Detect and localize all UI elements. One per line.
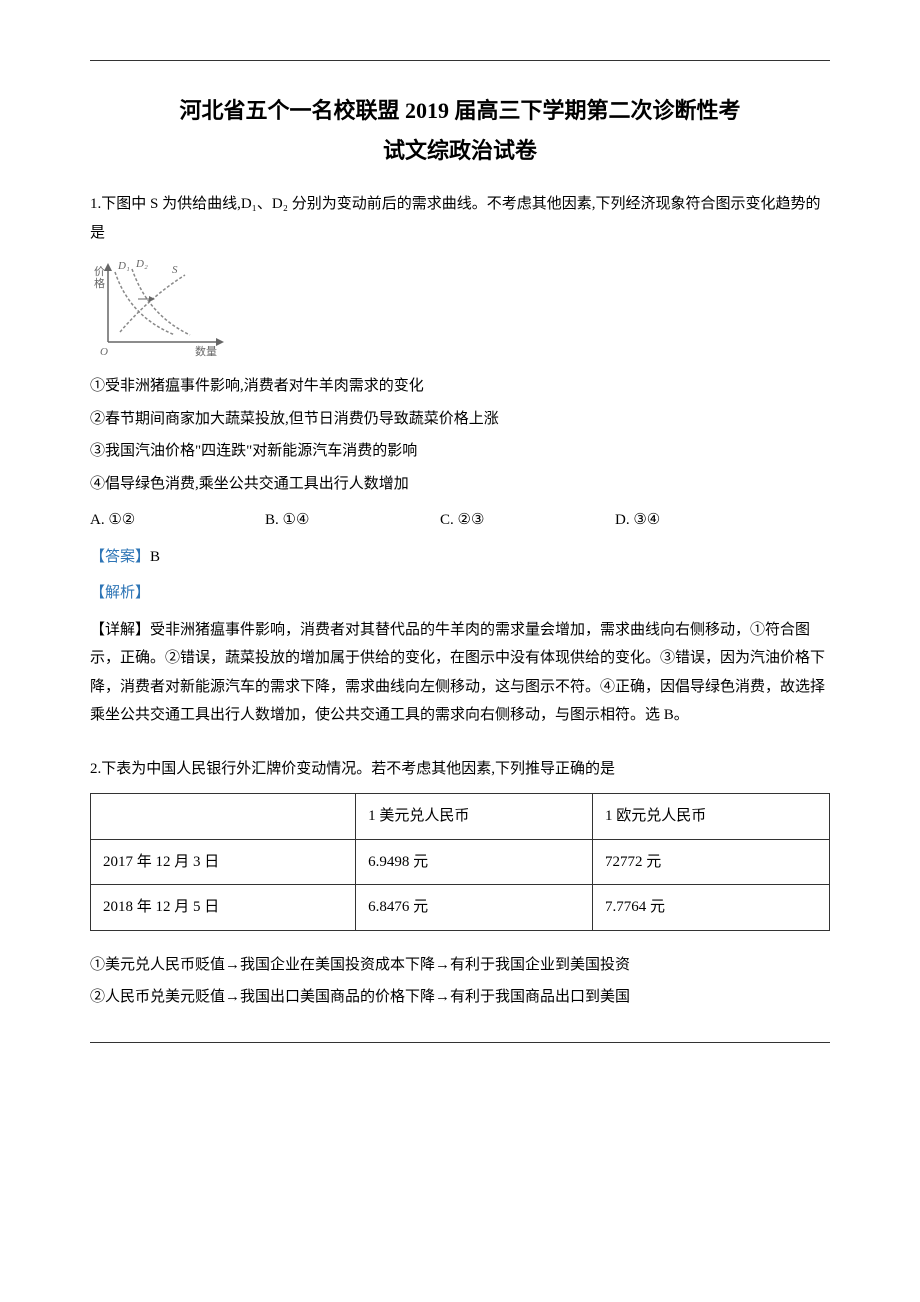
bottom-divider	[90, 1042, 830, 1043]
q1-analysis-label: 【解析】	[90, 579, 830, 608]
q1-option-a: A. ①②	[90, 506, 265, 535]
q2-sub-1: ①美元兑人民币贬值→我国企业在美国投资成本下降→有利于我国企业到美国投资	[90, 951, 830, 980]
q1-explanation: 【详解】受非洲猪瘟事件影响，消费者对其替代品的牛羊肉的需求量会增加，需求曲线向右…	[90, 616, 830, 730]
q1-option-d: D. ③④	[615, 506, 790, 535]
q1-option-c: C. ②③	[440, 506, 615, 535]
table-header-cell-0	[91, 794, 356, 840]
q1-sub-2: ②春节期间商家加大蔬菜投放,但节日消费仍导致蔬菜价格上涨	[90, 405, 830, 434]
svg-text:D₂: D₂	[135, 258, 148, 270]
exchange-rate-table: 1 美元兑人民币 1 欧元兑人民币 2017 年 12 月 3 日 6.9498…	[90, 793, 830, 931]
q1-answer: 【答案】B	[90, 543, 830, 572]
answer-value: B	[150, 549, 160, 565]
table-header-cell-1: 1 美元兑人民币	[356, 794, 593, 840]
title-line-2: 试文综政治试卷	[90, 131, 830, 171]
table-header-row: 1 美元兑人民币 1 欧元兑人民币	[91, 794, 830, 840]
q2-sub-2: ②人民币兑美元贬值→我国出口美国商品的价格下降→有利于我国商品出口到美国	[90, 983, 830, 1012]
table-header-cell-2: 1 欧元兑人民币	[593, 794, 830, 840]
svg-text:格: 格	[94, 276, 105, 290]
q2-stem: 2.下表为中国人民银行外汇牌价变动情况。若不考虑其他因素,下列推导正确的是	[90, 755, 830, 784]
q1-sub-4: ④倡导绿色消费,乘坐公共交通工具出行人数增加	[90, 470, 830, 499]
table-cell: 6.9498 元	[356, 839, 593, 885]
table-cell: 2018 年 12 月 5 日	[91, 885, 356, 931]
document-title: 河北省五个一名校联盟 2019 届高三下学期第二次诊断性考 试文综政治试卷	[90, 91, 830, 170]
question-1: 1.下图中 S 为供给曲线,D₁、D₂ 分别为变动前后的需求曲线。不考虑其他因素…	[90, 190, 830, 730]
svg-text:数量: 数量	[195, 345, 217, 358]
q1-stem: 1.下图中 S 为供给曲线,D₁、D₂ 分别为变动前后的需求曲线。不考虑其他因素…	[90, 190, 830, 247]
table-cell: 7.7764 元	[593, 885, 830, 931]
table-cell: 2017 年 12 月 3 日	[91, 839, 356, 885]
title-line-1: 河北省五个一名校联盟 2019 届高三下学期第二次诊断性考	[90, 91, 830, 131]
answer-label-text: 【答案】	[90, 549, 150, 565]
q1-sub-1: ①受非洲猪瘟事件影响,消费者对牛羊肉需求的变化	[90, 372, 830, 401]
q1-sub-3: ③我国汽油价格"四连跌"对新能源汽车消费的影响	[90, 437, 830, 466]
svg-text:S: S	[172, 264, 178, 276]
q1-option-b: B. ①④	[265, 506, 440, 535]
table-row: 2017 年 12 月 3 日 6.9498 元 72772 元	[91, 839, 830, 885]
table-cell: 72772 元	[593, 839, 830, 885]
top-divider	[90, 60, 830, 61]
svg-text:价: 价	[94, 265, 105, 278]
table-row: 2018 年 12 月 5 日 6.8476 元 7.7764 元	[91, 885, 830, 931]
q1-options: A. ①② B. ①④ C. ②③ D. ③④	[90, 506, 830, 535]
svg-text:D₁: D₁	[117, 260, 130, 272]
svg-text:O: O	[100, 346, 108, 358]
question-2: 2.下表为中国人民银行外汇牌价变动情况。若不考虑其他因素,下列推导正确的是 1 …	[90, 755, 830, 1012]
supply-demand-chart: 价 格 O 数量 D₁ D₂ S	[90, 257, 240, 362]
table-cell: 6.8476 元	[356, 885, 593, 931]
